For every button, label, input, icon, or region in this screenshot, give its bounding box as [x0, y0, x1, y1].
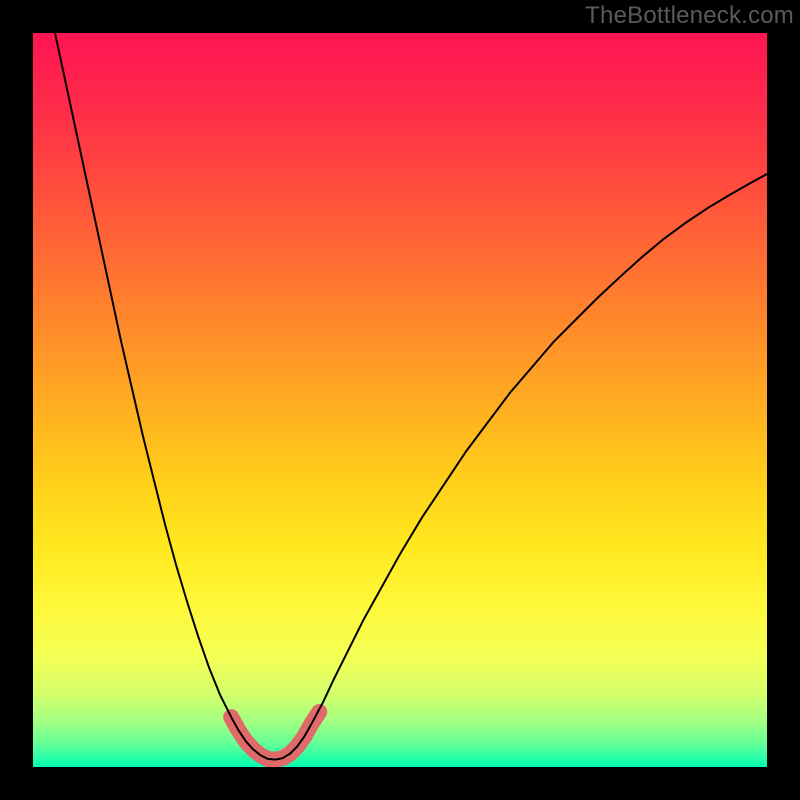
plot-svg [33, 33, 767, 767]
chart-canvas: TheBottleneck.com [0, 0, 800, 800]
plot-area [33, 33, 767, 767]
gradient-background [33, 33, 767, 767]
watermark-text: TheBottleneck.com [585, 2, 794, 30]
